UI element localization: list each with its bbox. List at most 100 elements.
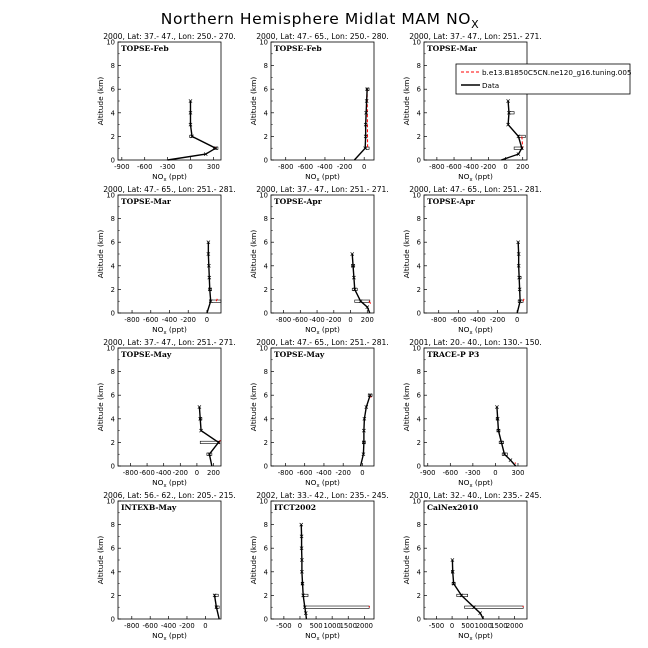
panel-1: 2000, Lat: 37.- 47., Lon: 250.- 270. TOPS… (96, 32, 236, 183)
y-tick-label: 8 (264, 215, 268, 223)
x-tick-label: -400 (317, 163, 332, 171)
y-axis-label: Altitude (km) (249, 536, 258, 585)
y-tick-label: 0 (417, 463, 421, 471)
data-point-marker (299, 546, 304, 551)
data-point-marker (352, 287, 357, 292)
x-tick-label: -800 (278, 469, 293, 477)
data-point-marker (216, 440, 221, 445)
x-tick-label: 0 (450, 622, 454, 630)
data-point-marker (362, 416, 367, 421)
y-tick-label: 4 (264, 568, 268, 576)
panel-10: 2006, Lat: 56.- 62., Lon: 205.- 215. INTE… (96, 491, 236, 642)
y-tick-label: 0 (264, 616, 268, 624)
legend-model-label: b.e13.B1850C5CN.ne120_g16.tuning.005 (482, 68, 632, 77)
y-tick-label: 8 (417, 368, 421, 376)
campaign-label: INTEXB-May (121, 503, 177, 512)
x-tick-label: -200 (337, 163, 352, 171)
x-tick-label: -200 (335, 469, 350, 477)
data-point-marker (300, 569, 304, 574)
x-tick-label: 200 (207, 469, 220, 477)
x-tick-label: -200 (326, 316, 341, 324)
model-series-line (521, 136, 524, 149)
data-series-line (300, 524, 308, 620)
data-point-marker (364, 405, 369, 409)
y-tick-label: 10 (106, 39, 115, 47)
x-axis-label: NOx (ppt) (152, 325, 187, 336)
y-tick-label: 10 (106, 192, 115, 200)
plot-frame (117, 41, 222, 161)
data-point-marker (363, 134, 368, 139)
y-axis-label: Altitude (km) (402, 77, 411, 126)
y-tick-label: 8 (417, 62, 421, 70)
data-point-marker (478, 611, 483, 615)
panel-title: 2010, Lat: 32.- 40., Lon: 235.- 245. (409, 491, 542, 500)
y-tick-label: 6 (111, 86, 115, 94)
x-tick-label: 0 (362, 163, 366, 171)
x-tick-label: -800 (123, 469, 138, 477)
x-tick-label: -300 (465, 469, 480, 477)
y-tick-label: 10 (259, 498, 268, 506)
y-tick-label: 10 (106, 345, 115, 353)
y-tick-label: 10 (106, 498, 115, 506)
x-tick-label: -900 (114, 163, 129, 171)
campaign-label: TOPSE-May (274, 350, 325, 359)
y-tick-label: 2 (417, 439, 421, 447)
y-tick-label: 2 (264, 286, 268, 294)
data-series-line (351, 253, 371, 314)
data-point-marker (206, 263, 211, 268)
x-tick-label: 0 (298, 622, 302, 630)
panel-5: 2000, Lat: 37.- 47., Lon: 251.- 271. TOPS… (249, 185, 389, 336)
y-tick-label: 4 (417, 262, 421, 270)
x-tick-label: 0 (360, 469, 364, 477)
y-tick-label: 10 (412, 498, 421, 506)
data-point-marker (350, 252, 355, 256)
model-series-line (514, 462, 517, 464)
x-tick-label: 2000 (506, 622, 523, 630)
data-point-marker (362, 440, 366, 445)
data-point-marker (516, 252, 521, 256)
data-point-marker (516, 240, 521, 245)
y-tick-label: 10 (412, 39, 421, 47)
y-tick-label: 10 (259, 345, 268, 353)
y-tick-label: 6 (264, 392, 268, 400)
y-tick-label: 6 (264, 86, 268, 94)
x-tick-label: -600 (139, 469, 154, 477)
y-tick-label: 6 (264, 545, 268, 553)
plot-frame (270, 500, 375, 620)
data-point-marker (495, 416, 500, 421)
y-tick-label: 4 (111, 262, 115, 270)
data-point-marker (499, 440, 504, 445)
plot-frame (117, 347, 222, 467)
y-tick-label: 8 (264, 521, 268, 529)
x-axis-label: NOx (ppt) (305, 325, 340, 336)
x-tick-label: -600 (446, 163, 461, 171)
data-point-marker (450, 558, 455, 562)
y-tick-label: 2 (111, 286, 115, 294)
campaign-label: TRACE-P P3 (427, 350, 479, 359)
data-point-marker (299, 534, 304, 539)
x-tick-label: -600 (293, 316, 308, 324)
y-tick-label: 8 (111, 215, 115, 223)
campaign-label: TOPSE-Feb (121, 44, 169, 53)
y-tick-label: 0 (417, 616, 421, 624)
x-tick-label: -800 (276, 316, 291, 324)
plot-frame (423, 194, 528, 314)
y-tick-label: 0 (111, 463, 115, 471)
data-point-marker (518, 299, 522, 304)
campaign-label: TOPSE-Feb (274, 44, 322, 53)
data-point-marker (364, 99, 369, 103)
y-axis-label: Altitude (km) (402, 536, 411, 585)
panel-title: 2000, Lat: 47.- 65., Lon: 251.- 281. (256, 338, 389, 347)
y-tick-label: 8 (111, 62, 115, 70)
campaign-label: TOPSE-Apr (274, 197, 323, 206)
x-tick-label: 2000 (356, 622, 373, 630)
x-axis-label: NOx (ppt) (305, 631, 340, 642)
x-axis-label: NOx (ppt) (305, 478, 340, 489)
x-tick-label: 1500 (340, 622, 357, 630)
campaign-label: TOPSE-Mar (121, 197, 172, 206)
y-tick-label: 6 (417, 392, 421, 400)
data-point-marker (212, 593, 217, 598)
panel-title: 2000, Lat: 37.- 47., Lon: 251.- 271. (256, 185, 389, 194)
y-axis-label: Altitude (km) (402, 230, 411, 279)
